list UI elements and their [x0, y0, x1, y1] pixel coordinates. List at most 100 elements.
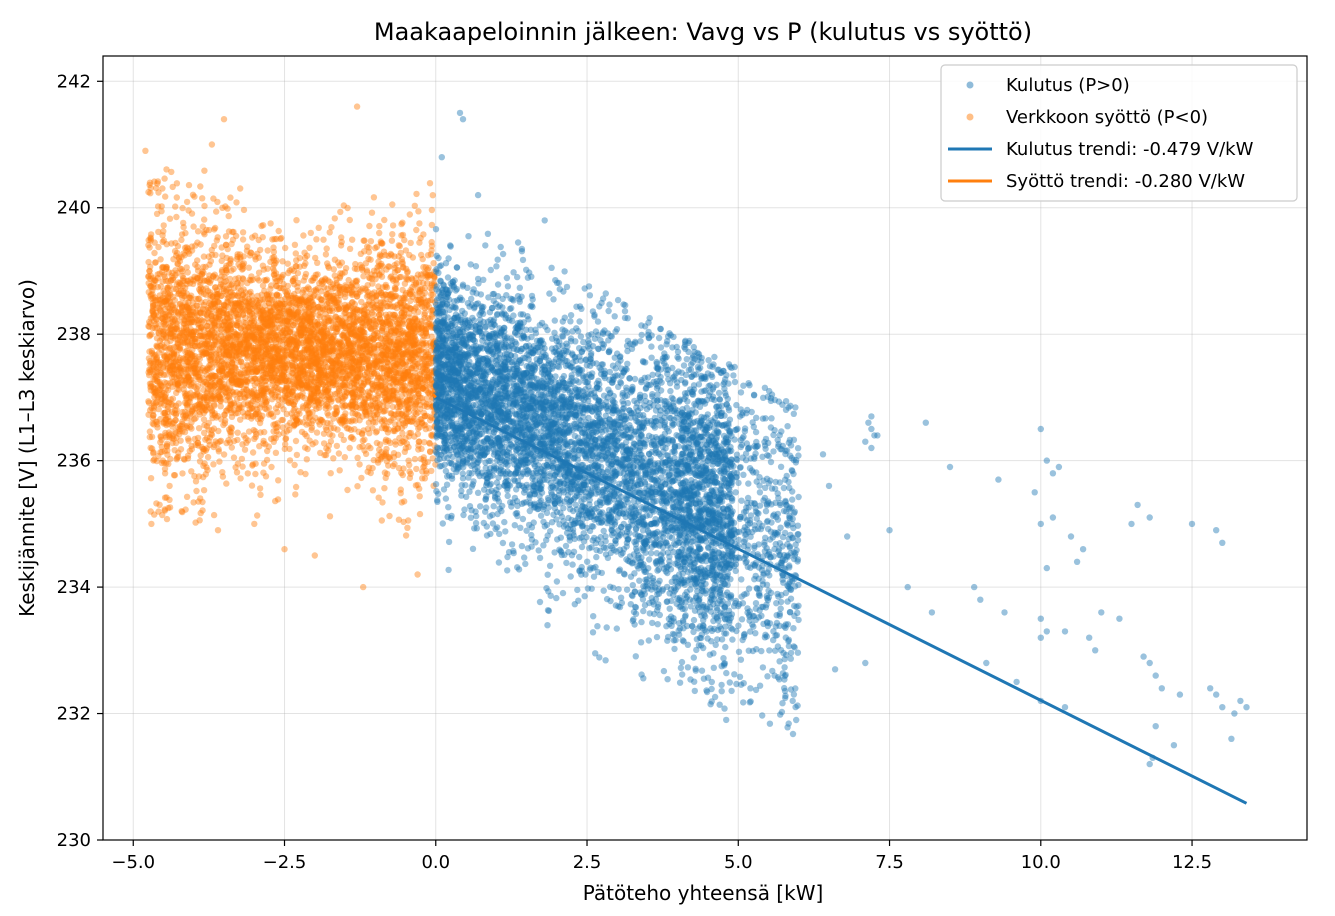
feed-in-point [157, 307, 165, 315]
feed-in-point [273, 292, 281, 299]
feed-in-point [225, 426, 233, 433]
feed-in-point [323, 327, 330, 334]
feed-in-point [174, 260, 181, 268]
feed-in-point [211, 379, 219, 386]
feed-in-point [240, 390, 247, 398]
feed-in-point [239, 463, 246, 470]
feed-in-point [294, 269, 302, 277]
feed-in-point [230, 437, 238, 445]
feed-in-point [381, 338, 389, 345]
feed-in-point [201, 167, 208, 174]
feed-in-point [415, 279, 423, 286]
feed-in-point [212, 438, 219, 445]
feed-in-point [244, 470, 251, 477]
feed-in-point [305, 379, 312, 386]
feed-in-point [206, 330, 213, 337]
feed-in-point [219, 309, 227, 316]
feed-in-point [218, 364, 225, 372]
feed-in-point [251, 232, 259, 239]
feed-in-point [228, 388, 236, 395]
feed-in-point [248, 482, 256, 489]
feed-in-point [322, 388, 329, 395]
feed-in-point [195, 295, 202, 303]
feed-in-point [175, 372, 183, 380]
feed-in-point [273, 235, 280, 243]
feed-in-point [409, 325, 417, 332]
feed-in-point [305, 338, 313, 345]
feed-in-point [394, 403, 401, 411]
feed-in-point [378, 364, 385, 372]
feed-in-point [373, 439, 381, 447]
feed-in-point [216, 458, 223, 465]
feed-in-point [430, 260, 437, 267]
feed-in-point [233, 333, 241, 340]
feed-in-point [185, 304, 192, 312]
feed-in-point [223, 339, 230, 346]
feed-in-point [162, 394, 169, 401]
feed-in-point [301, 273, 309, 281]
feed-in-point [180, 224, 187, 231]
feed-in-point [222, 344, 230, 351]
feed-in-point [164, 329, 172, 336]
feed-in-point [339, 270, 346, 277]
feed-in-point [209, 395, 216, 402]
feed-in-point [428, 238, 435, 246]
feed-in-point [294, 370, 302, 377]
feed-in-point [293, 217, 300, 224]
feed-in-point [375, 494, 382, 501]
feed-in-point [407, 239, 414, 247]
feed-in-point [240, 400, 247, 408]
feed-in-point [335, 305, 343, 313]
feed-in-point [331, 215, 338, 222]
feed-in-point [249, 276, 256, 283]
feed-in-point [235, 358, 243, 366]
feed-in-point [354, 483, 361, 490]
feed-in-point [396, 316, 403, 323]
feed-in-point [226, 397, 234, 404]
feed-in-point [254, 292, 261, 300]
feed-in-point [331, 300, 338, 307]
feed-in-point [339, 381, 347, 388]
feed-in-point [238, 351, 245, 358]
feed-in-point [402, 247, 410, 254]
feed-in-point [374, 264, 381, 271]
feed-in-point [211, 402, 218, 409]
feed-in-point [228, 444, 235, 451]
feed-in-point [369, 464, 376, 472]
feed-in-point [262, 395, 269, 402]
feed-in-point [233, 395, 241, 403]
feed-in-point [275, 348, 282, 355]
feed-in-point [161, 175, 168, 182]
feed-in-point [219, 204, 226, 211]
feed-in-point [220, 360, 228, 367]
feed-in-point [193, 302, 201, 310]
feed-in-point [285, 388, 293, 395]
feed-in-point [253, 392, 261, 399]
feed-in-point [156, 292, 163, 299]
feed-in-point [279, 416, 287, 424]
feed-in-point [293, 341, 300, 349]
feed-in-point [189, 318, 196, 325]
feed-in-point [194, 228, 202, 235]
feed-in-point [359, 352, 366, 360]
feed-in-point [422, 425, 429, 433]
feed-in-point [366, 430, 373, 437]
feed-in-point [297, 369, 305, 376]
feed-in-point [359, 319, 366, 326]
feed-in-point [147, 190, 154, 197]
feed-in-point [289, 378, 296, 385]
feed-in-point [244, 345, 251, 352]
feed-in-point [183, 366, 190, 373]
feed-in-point [360, 237, 367, 244]
feed-in-point [389, 275, 396, 283]
feed-in-point [412, 341, 419, 348]
feed-in-point [203, 366, 210, 373]
feed-in-point [408, 378, 415, 385]
feed-in-point [162, 385, 170, 393]
feed-in-point [311, 305, 318, 312]
feed-in-point [201, 350, 208, 357]
feed-in-point [337, 366, 344, 373]
feed-in-point [293, 257, 300, 264]
feed-in-point [341, 310, 348, 317]
feed-in-point [424, 458, 431, 466]
